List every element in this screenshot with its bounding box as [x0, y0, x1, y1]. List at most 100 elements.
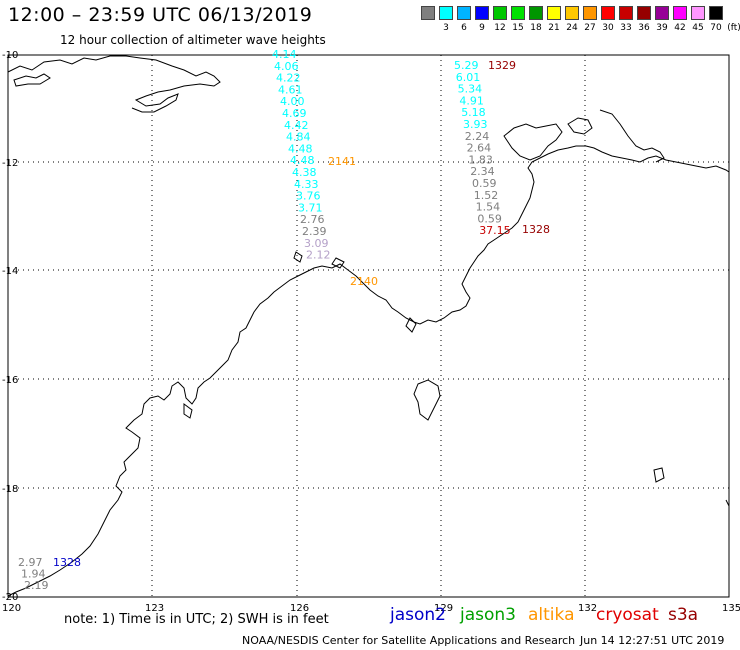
lon-label: 132 — [578, 603, 597, 614]
wave-height-value: 3.76 — [296, 190, 321, 203]
lon-label: 123 — [145, 603, 164, 614]
legend-swatch — [547, 6, 561, 20]
satellite-label-jason2: jason2 — [390, 605, 446, 625]
wave-height-value: 5.18 — [461, 106, 486, 119]
wave-height-value: 4.42 — [284, 119, 309, 132]
wave-height-value: 4.69 — [282, 107, 307, 120]
map-title: 12:00 – 23:59 UTC 06/13/2019 — [8, 4, 313, 26]
wave-height-value: 4.00 — [280, 95, 305, 108]
lat-label: -20 — [2, 592, 18, 603]
legend-label: 6 — [461, 23, 467, 33]
wave-height-value: 5.29 — [454, 59, 479, 72]
legend-swatch — [529, 6, 543, 20]
coastlines — [7, 55, 730, 597]
wave-height-value: 37.15 — [479, 224, 511, 237]
generated-timestamp: Jun 14 12:27:51 UTC 2019 — [580, 634, 725, 647]
legend-unit: (ft) — [727, 23, 740, 33]
wave-height-value: 5.34 — [458, 83, 483, 96]
satellite-label-altika: altika — [528, 605, 575, 625]
legend-swatch — [673, 6, 687, 20]
lon-label: 126 — [290, 603, 309, 614]
wave-height-value: 0.59 — [477, 212, 502, 225]
wave-height-value: 1.94 — [21, 568, 46, 581]
satellite-label-s3a: s3a — [668, 605, 699, 625]
legend-swatch — [601, 6, 615, 20]
legend-label: 3 — [443, 23, 449, 33]
credit-line: NOAA/NESDIS Center for Satellite Applica… — [242, 634, 576, 647]
wave-height-value: 2.12 — [306, 249, 331, 262]
wave-height-value: 4.33 — [294, 178, 319, 191]
wave-height-value: 1.52 — [474, 189, 499, 202]
legend-label: 9 — [479, 23, 485, 33]
wave-height-value: 4.48 — [288, 142, 313, 155]
legend-swatch — [619, 6, 633, 20]
pass-time-label: 1328 — [522, 223, 550, 236]
map-frame — [7, 54, 730, 598]
lat-label: -14 — [2, 266, 18, 277]
wave-height-value: 3.71 — [298, 201, 323, 214]
pass-time-label: 1329 — [488, 59, 516, 72]
graticule — [8, 55, 729, 597]
legend-swatch — [637, 6, 651, 20]
satellite-label-jason3: jason3 — [460, 605, 516, 625]
legend-swatch — [655, 6, 669, 20]
legend-swatch — [475, 6, 489, 20]
legend-label: 24 — [566, 23, 578, 33]
wave-height-value: 4.61 — [278, 83, 303, 96]
lat-label: -16 — [2, 375, 18, 386]
pass-time-label: 1328 — [53, 556, 81, 569]
legend-swatch — [421, 6, 435, 20]
legend-swatch — [709, 6, 723, 20]
lon-label: 129 — [434, 603, 453, 614]
legend-label: 27 — [584, 23, 596, 33]
legend-swatch — [493, 6, 507, 20]
wave-height-value: 2.76 — [300, 213, 325, 226]
lat-label: -18 — [2, 484, 18, 495]
legend-label: 36 — [638, 23, 650, 33]
pass-time-label: 2140 — [350, 275, 378, 288]
wave-height-value: 2.24 — [465, 130, 490, 143]
wave-height-value: 4.84 — [286, 131, 311, 144]
legend-label: 30 — [602, 23, 614, 33]
wave-height-value: 2.39 — [302, 225, 327, 238]
lon-label: 120 — [2, 603, 21, 614]
wave-height-value: 4.14 — [272, 48, 297, 61]
legend-label: 15 — [512, 23, 524, 33]
wave-height-value: 2.64 — [467, 142, 492, 155]
legend-swatch — [583, 6, 597, 20]
legend-swatch — [691, 6, 705, 20]
wave-height-value: 3.09 — [304, 237, 329, 250]
wave-height-value: 4.06 — [274, 60, 299, 73]
wave-height-value: 2.97 — [18, 556, 43, 569]
legend-label: 12 — [494, 23, 506, 33]
legend-swatch — [511, 6, 525, 20]
lat-label: -10 — [2, 50, 18, 61]
wave-height-value: 3.93 — [463, 118, 488, 131]
wave-height-value: 1.54 — [476, 201, 501, 214]
legend-label: 70 — [710, 23, 722, 33]
footer-note: note: 1) Time is in UTC; 2) SWH is in fe… — [64, 612, 329, 627]
legend-swatch — [457, 6, 471, 20]
legend-swatch — [439, 6, 453, 20]
wave-height-value: 2.19 — [24, 579, 49, 592]
pass-time-label: 2141 — [328, 155, 356, 168]
wave-height-value: 4.38 — [292, 166, 317, 179]
wave-height-value: 4.91 — [459, 94, 484, 107]
wave-height-value: 2.34 — [470, 165, 495, 178]
legend-label: 39 — [656, 23, 668, 33]
legend-label: 42 — [674, 23, 686, 33]
lon-label: 135 — [722, 603, 740, 614]
legend-swatch — [565, 6, 579, 20]
legend-label: 33 — [620, 23, 632, 33]
legend-label: 21 — [548, 23, 560, 33]
map-subtitle: 12 hour collection of altimeter wave hei… — [60, 33, 326, 47]
wave-height-value: 4.22 — [276, 72, 301, 85]
wave-height-value: 1.83 — [468, 153, 493, 166]
satellite-label-cryosat: cryosat — [596, 605, 659, 625]
wave-height-value: 6.01 — [456, 71, 481, 84]
altimeter-tracks: 4.144.064.224.614.004.694.424.844.484.48… — [18, 48, 550, 592]
legend-label: 45 — [692, 23, 704, 33]
legend-label: 18 — [530, 23, 542, 33]
lat-label: -12 — [2, 158, 18, 169]
